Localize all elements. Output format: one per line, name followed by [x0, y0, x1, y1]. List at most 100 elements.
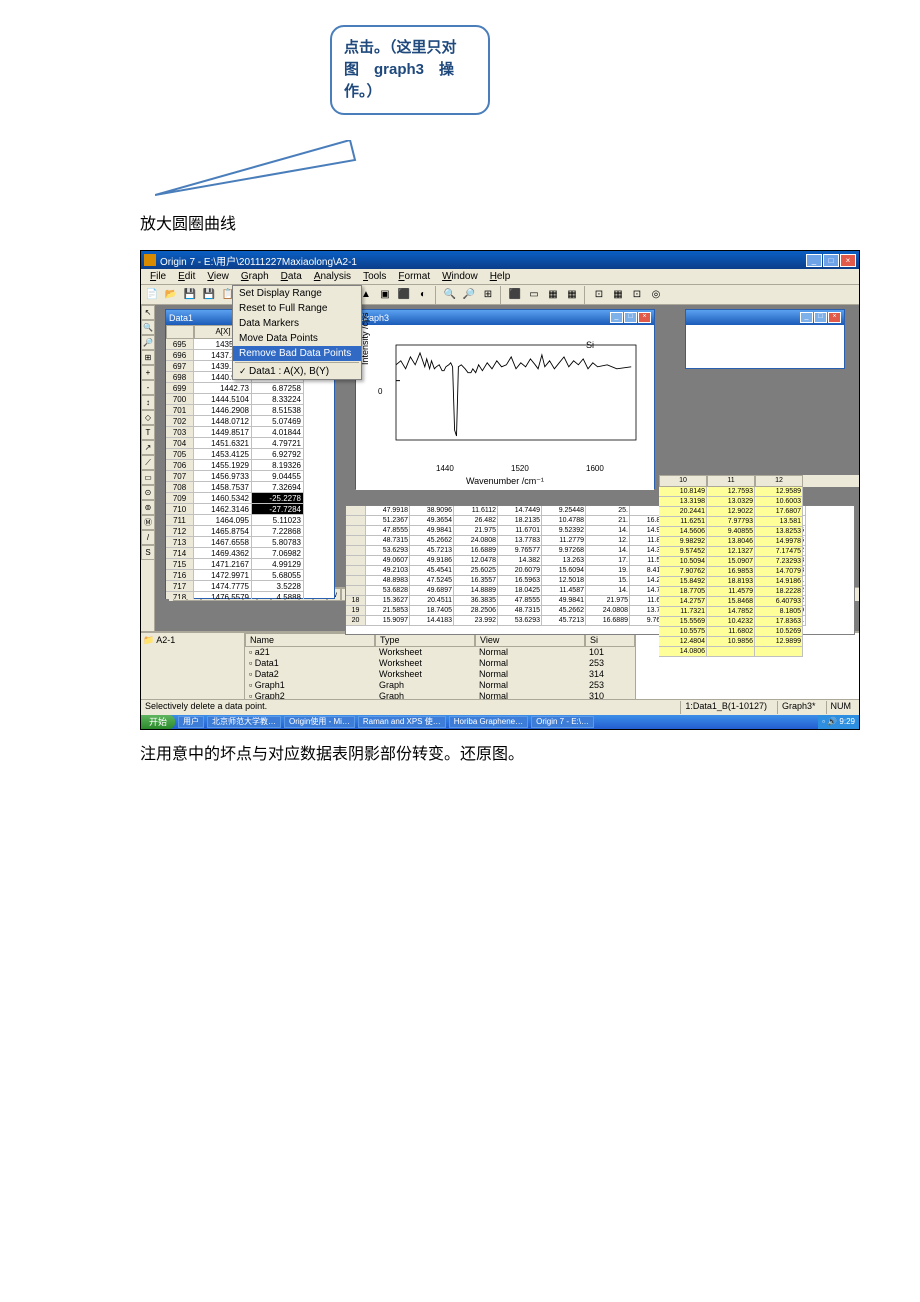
pe-col[interactable]: View: [475, 633, 585, 647]
submenu-item[interactable]: Data1 : A(X), B(Y): [233, 364, 361, 379]
tb-btn[interactable]: 📂: [162, 286, 180, 304]
table-row[interactable]: 15.849218.819314.9186: [659, 577, 859, 587]
tb-btn[interactable]: ▣: [376, 286, 394, 304]
side-tool[interactable]: +: [141, 365, 155, 380]
tb-btn[interactable]: ▦: [609, 286, 627, 304]
table-row[interactable]: 7111464.0955.11023: [166, 515, 334, 526]
side-tool[interactable]: ↗: [141, 440, 155, 455]
side-tool[interactable]: ↖: [141, 305, 155, 320]
pe-row[interactable]: ▫ Data1WorksheetNormal253: [245, 658, 635, 669]
taskbar-app[interactable]: Origin 7 - E:\…: [531, 716, 594, 728]
pe-col[interactable]: Si: [585, 633, 635, 647]
graph3-close[interactable]: ×: [638, 312, 651, 323]
menu-view[interactable]: View: [202, 271, 234, 282]
menu-data[interactable]: Data: [276, 271, 307, 282]
tb-btn[interactable]: ▦: [544, 286, 562, 304]
close-button[interactable]: ×: [840, 254, 856, 267]
table-row[interactable]: 7031449.85174.01844: [166, 427, 334, 438]
tb-btn[interactable]: ▦: [563, 286, 581, 304]
tb-btn[interactable]: 💾: [181, 286, 199, 304]
taskbar-app[interactable]: Origin使用 - Mi…: [284, 716, 355, 728]
yt-hdr[interactable]: 10: [659, 475, 707, 487]
side-tool[interactable]: ⊚: [141, 500, 155, 515]
side-tool[interactable]: ⟋: [141, 455, 155, 470]
table-row[interactable]: 7151471.21674.99129: [166, 559, 334, 570]
pe-col[interactable]: Type: [375, 633, 475, 647]
menu-help[interactable]: Help: [485, 271, 516, 282]
menu-analysis[interactable]: Analysis: [309, 271, 356, 282]
tb-btn[interactable]: ◎: [647, 286, 665, 304]
graph3-min[interactable]: _: [610, 312, 623, 323]
menu-graph[interactable]: Graph: [236, 271, 274, 282]
table-row[interactable]: 11.732114.78528.1805: [659, 607, 859, 617]
tb-btn[interactable]: ⊡: [590, 286, 608, 304]
table-row[interactable]: 7041451.63214.79721: [166, 438, 334, 449]
table-row[interactable]: 9.5745212.13277.17475: [659, 547, 859, 557]
table-row[interactable]: 7161472.99715.68055: [166, 570, 334, 581]
pe-row[interactable]: ▫ Data2WorksheetNormal314: [245, 669, 635, 680]
graph3-window[interactable]: Graph3 _□× Intensity /cps Si 0 1440 1520…: [355, 309, 655, 489]
submenu-item[interactable]: Remove Bad Data Points: [233, 346, 361, 361]
yt-hdr[interactable]: 12: [755, 475, 803, 487]
table-row[interactable]: 7021448.07125.07469: [166, 416, 334, 427]
table-row[interactable]: 7081458.75377.32694: [166, 482, 334, 493]
tb-btn[interactable]: 💾: [200, 286, 218, 304]
side-tool[interactable]: ↕: [141, 395, 155, 410]
side-tool[interactable]: ◇: [141, 410, 155, 425]
tb-btn[interactable]: 🔍: [441, 286, 459, 304]
pe-row[interactable]: ▫ a21WorksheetNormal101: [245, 647, 635, 658]
submenu-item[interactable]: Move Data Points: [233, 331, 361, 346]
table-row[interactable]: 10.557511.680210.5269: [659, 627, 859, 637]
menu-file[interactable]: File: [145, 271, 171, 282]
table-row[interactable]: 14.56069.4085513.8253: [659, 527, 859, 537]
side-tool[interactable]: 🔍: [141, 320, 155, 335]
table-row[interactable]: 14.0806: [659, 647, 859, 657]
menu-format[interactable]: Format: [393, 271, 435, 282]
menu-edit[interactable]: Edit: [173, 271, 200, 282]
table-row[interactable]: 7011446.29088.51538: [166, 405, 334, 416]
side-tool[interactable]: ⊞: [141, 350, 155, 365]
tb-btn[interactable]: ⬛: [395, 286, 413, 304]
empty-window[interactable]: _□×: [685, 309, 845, 369]
side-tool[interactable]: S: [141, 545, 155, 560]
table-row[interactable]: 7.9076216.985314.7079: [659, 567, 859, 577]
tb-btn[interactable]: ⊡: [628, 286, 646, 304]
table-row[interactable]: 7171474.77753.5228: [166, 581, 334, 592]
table-row[interactable]: 7051453.41256.92792: [166, 449, 334, 460]
pe-tree[interactable]: 📁 A2-1: [141, 633, 245, 699]
menu-tools[interactable]: Tools: [358, 271, 391, 282]
table-row[interactable]: 13.319813.032910.6003: [659, 497, 859, 507]
table-row[interactable]: 7071456.97339.04455: [166, 471, 334, 482]
table-row[interactable]: 7181476.55794.5888: [166, 592, 334, 599]
graph3-max[interactable]: □: [624, 312, 637, 323]
pe-col[interactable]: Name: [245, 633, 375, 647]
pe-tree-root[interactable]: 📁 A2-1: [143, 635, 242, 646]
taskbar-app[interactable]: 用户: [178, 716, 204, 728]
table-row[interactable]: 10.814912.759312.9589: [659, 487, 859, 497]
table-row[interactable]: 15.556910.423217.8363: [659, 617, 859, 627]
graph3-body[interactable]: Intensity /cps Si 0 1440 1520 1600 Waven…: [356, 325, 654, 490]
table-row[interactable]: 12.480410.985612.9899: [659, 637, 859, 647]
menu-window[interactable]: Window: [437, 271, 483, 282]
taskbar-app[interactable]: Horiba Graphene…: [449, 716, 528, 728]
empty-max[interactable]: □: [814, 312, 827, 323]
side-tool[interactable]: -: [141, 380, 155, 395]
side-tool[interactable]: ▭: [141, 470, 155, 485]
min-button[interactable]: _: [806, 254, 822, 267]
taskbar-app[interactable]: Raman and XPS 使…: [358, 716, 446, 728]
tb-btn[interactable]: ⬛: [506, 286, 524, 304]
submenu-item[interactable]: Reset to Full Range: [233, 301, 361, 316]
table-row[interactable]: 18.770511.457918.2228: [659, 587, 859, 597]
tb-btn[interactable]: ◐: [414, 286, 432, 304]
side-tool[interactable]: Ⓜ: [141, 515, 155, 530]
side-tool[interactable]: ⊙: [141, 485, 155, 500]
table-row[interactable]: 20.244112.902217.6807: [659, 507, 859, 517]
table-row[interactable]: 6991442.736.87258: [166, 383, 334, 394]
empty-close[interactable]: ×: [828, 312, 841, 323]
table-row[interactable]: 7131467.65585.80783: [166, 537, 334, 548]
taskbar-app[interactable]: 北京师范大学教…: [207, 716, 281, 728]
table-row[interactable]: 7101462.3146-27.7284: [166, 504, 334, 515]
table-row[interactable]: 7001444.51048.33224: [166, 394, 334, 405]
tb-btn[interactable]: ⊞: [479, 286, 497, 304]
tb-btn[interactable]: ▭: [525, 286, 543, 304]
